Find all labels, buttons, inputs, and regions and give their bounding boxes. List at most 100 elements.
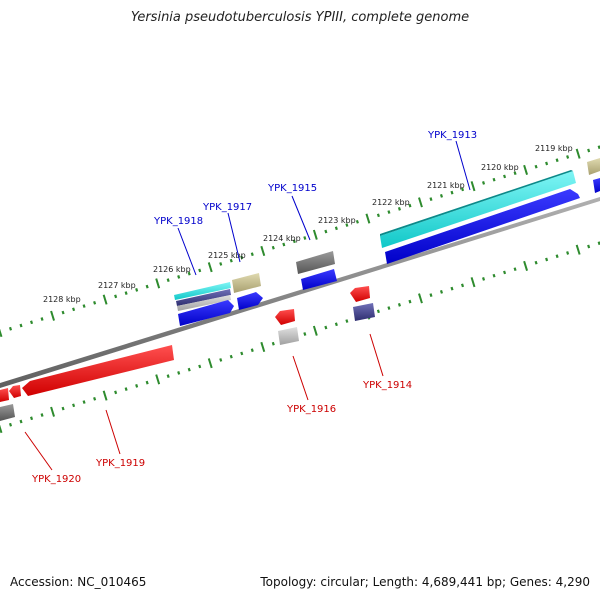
inner-minor-tick (439, 290, 444, 294)
outer-major-tick (207, 262, 213, 273)
inner-minor-tick (429, 293, 433, 297)
gene-ypk1914-slate[interactable] (353, 303, 375, 321)
outer-major-tick (312, 229, 318, 240)
label-ypk1918: YPK_1918 (153, 216, 203, 227)
outer-major-tick (418, 197, 423, 208)
outer-minor-tick (61, 310, 65, 315)
callout-ypk1917 (227, 212, 241, 263)
inner-minor-tick (72, 403, 76, 408)
outer-minor-tick (597, 145, 600, 150)
gene-ypk1914[interactable] (350, 286, 370, 302)
outer-major-tick (575, 148, 581, 159)
inner-minor-tick (587, 244, 591, 249)
gene-ypk1913[interactable] (385, 189, 580, 264)
gene-ypk1918[interactable] (178, 300, 234, 326)
outer-minor-tick (19, 323, 23, 328)
label-ypk1915: YPK_1915 (267, 183, 317, 194)
inner-minor-tick (135, 384, 139, 388)
outer-minor-tick (345, 223, 349, 227)
scale-label-2126: 2126 kbp (153, 265, 191, 274)
gene-right-edge-khaki[interactable] (587, 158, 600, 175)
outer-minor-tick (72, 307, 76, 312)
inner-minor-tick (492, 273, 496, 278)
gene-ypk1916-light[interactable] (278, 327, 299, 345)
outer-minor-tick (145, 284, 149, 289)
callout-ypk1920 (24, 431, 53, 471)
outer-major-tick (260, 245, 266, 257)
outer-minor-tick (30, 320, 34, 325)
gene-ypk1918-band[interactable] (176, 289, 231, 306)
inner-minor-tick (408, 299, 412, 304)
callout-lines (24, 140, 471, 471)
outer-major-tick (50, 310, 55, 321)
map-title: Yersinia pseudotuberculosis YPIII, compl… (130, 10, 470, 25)
inner-minor-tick (482, 277, 486, 281)
gene-right-edge-blue[interactable] (593, 178, 600, 193)
gene-ypk1920-gray[interactable] (0, 404, 15, 421)
inner-minor-tick (555, 254, 559, 259)
inner-minor-tick (61, 406, 65, 411)
inner-minor-tick (334, 322, 338, 327)
outer-minor-tick (450, 190, 454, 195)
inner-major-tick (470, 277, 476, 288)
scale-label-2123: 2123 kbp (318, 216, 356, 225)
callout-ypk1918 (177, 227, 197, 276)
outer-minor-tick (114, 294, 118, 299)
outer-minor-tick (303, 236, 307, 240)
scale-labels: 2119 kbp 2120 kbp 2121 kbp 2122 kbp 2123… (43, 144, 573, 304)
gene-ypk1916[interactable] (275, 309, 295, 325)
inner-minor-tick (271, 341, 275, 346)
inner-minor-tick (545, 257, 549, 262)
inner-minor-tick (503, 270, 507, 275)
gene-ypk1915[interactable] (301, 269, 337, 290)
outer-minor-tick (292, 239, 296, 244)
inner-major-tick (50, 406, 55, 417)
label-ypk1913: YPK_1913 (427, 130, 477, 141)
gene-ypk1917[interactable] (237, 292, 263, 310)
outer-major-tick (470, 181, 476, 192)
outer-minor-tick (376, 213, 380, 218)
gene-ypk1918-cyan[interactable] (174, 282, 231, 300)
outer-minor-tick (124, 291, 128, 295)
outer-minor-tick (282, 242, 286, 247)
gene-ypk1918-light[interactable] (177, 295, 231, 311)
outer-minor-tick (324, 229, 328, 234)
inner-minor-tick (198, 364, 202, 369)
gene-ypk1919[interactable] (22, 345, 174, 396)
inner-major-tick (523, 260, 529, 272)
outer-minor-tick (271, 245, 275, 250)
outer-major-tick (365, 213, 371, 224)
outer-minor-tick (82, 304, 86, 308)
inner-minor-tick (566, 251, 570, 255)
reverse-features (0, 286, 375, 421)
gene-ypk1913-cyan[interactable] (380, 171, 576, 248)
scale-label-2127: 2127 kbp (98, 281, 136, 290)
gene-ypk1920-a[interactable] (9, 385, 21, 398)
outer-minor-tick (555, 158, 559, 163)
inner-minor-tick (387, 306, 391, 310)
outer-minor-tick (482, 181, 486, 185)
gene-ypk1920[interactable] (0, 388, 9, 402)
gene-ypk1915-gray[interactable] (296, 251, 335, 274)
callout-ypk1913 (455, 140, 471, 191)
outer-major-tick (523, 164, 529, 176)
outer-minor-tick (240, 255, 244, 260)
inner-minor-tick (114, 390, 118, 395)
inner-major-tick (575, 244, 581, 255)
inner-minor-tick (324, 325, 328, 330)
inner-minor-tick (240, 351, 244, 356)
inner-minor-tick (40, 413, 44, 417)
inner-major-tick (418, 293, 423, 304)
gene-ypk1917-khaki[interactable] (232, 273, 261, 293)
label-ypk1919: YPK_1919 (95, 458, 145, 469)
inner-minor-tick (345, 319, 349, 323)
inner-major-tick (0, 424, 3, 434)
outer-minor-tick (587, 148, 591, 153)
outer-minor-tick (460, 187, 465, 192)
inner-minor-tick (597, 241, 600, 246)
inner-major-tick (207, 358, 213, 369)
inner-minor-tick (19, 419, 23, 424)
scale-label-2121: 2121 kbp (427, 181, 465, 190)
genome-backbone (0, 197, 600, 388)
